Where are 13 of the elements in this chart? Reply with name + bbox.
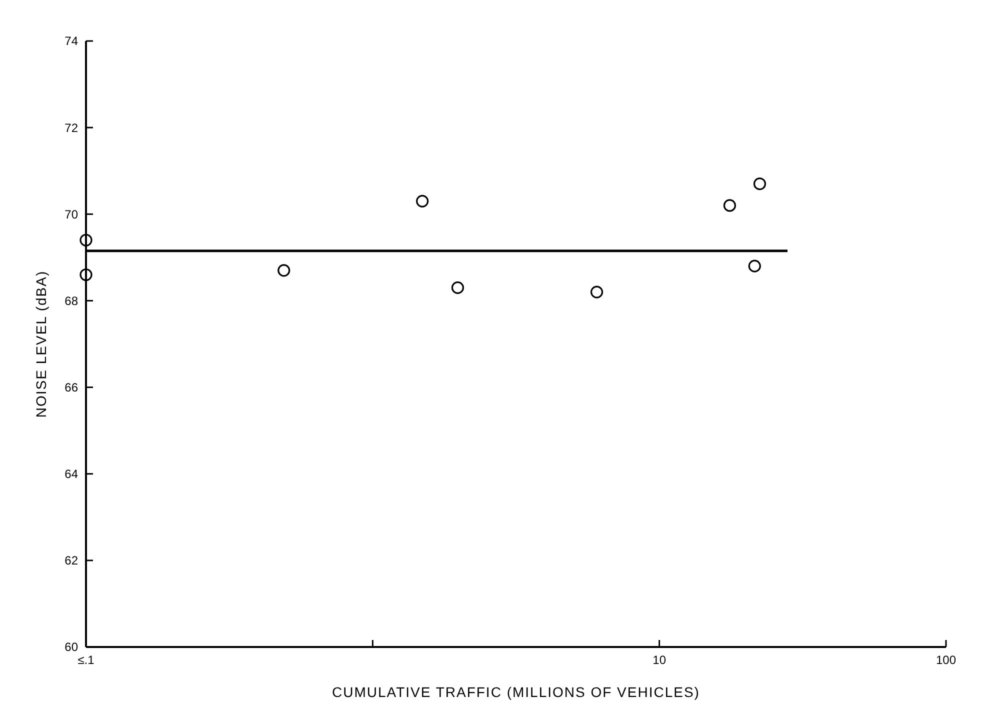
y-tick-label: 60 xyxy=(64,640,78,654)
x-tick-label: 100 xyxy=(936,653,956,667)
y-tick-label: 66 xyxy=(64,380,78,394)
y-tick-label: 70 xyxy=(64,207,78,222)
y-tick-label: 72 xyxy=(64,120,78,135)
y-tick-label: 74 xyxy=(64,34,78,48)
y-axis-title: NOISE LEVEL (dBA) xyxy=(33,270,49,418)
y-tick-label: 68 xyxy=(64,294,78,308)
x-axis-title: CUMULATIVE TRAFFIC (MILLIONS OF VEHICLES) xyxy=(332,684,700,700)
x-tick-label: 10 xyxy=(652,653,666,667)
x-tick-label: ≤.1 xyxy=(78,653,95,667)
y-tick-label: 64 xyxy=(64,467,78,482)
y-tick-label: 62 xyxy=(64,554,78,568)
